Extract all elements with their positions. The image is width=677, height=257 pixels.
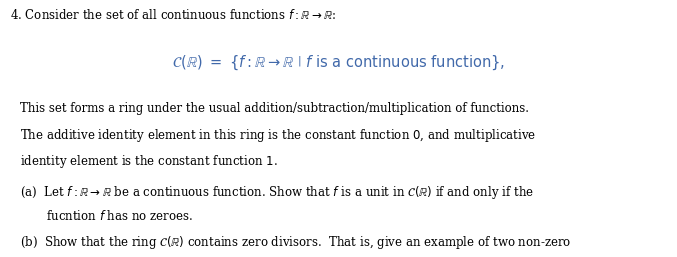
Text: This set forms a ring under the usual addition/subtraction/multiplication of fun: This set forms a ring under the usual ad… xyxy=(20,102,529,115)
Text: (a)  Let $f : \mathbb{R} \to \mathbb{R}$ be a continuous function. Show that $f$: (a) Let $f : \mathbb{R} \to \mathbb{R}$ … xyxy=(20,184,534,201)
Text: identity element is the constant function $1$.: identity element is the constant functio… xyxy=(20,153,278,170)
Text: fucntion $f$ has no zeroes.: fucntion $f$ has no zeroes. xyxy=(20,209,194,223)
Text: (b)  Show that the ring $\mathcal{C}(\mathbb{R})$ contains zero divisors.  That : (b) Show that the ring $\mathcal{C}(\mat… xyxy=(20,234,571,251)
Text: The additive identity element in this ring is the constant function $0$, and mul: The additive identity element in this ri… xyxy=(20,127,536,144)
Text: 4. Consider the set of all continuous functions $f : \mathbb{R} \to \mathbb{R}$:: 4. Consider the set of all continuous fu… xyxy=(10,8,336,22)
Text: $\mathcal{C}(\mathbb{R})\ =\ \left\{f : \mathbb{R} \to \mathbb{R}\ \middle|\ f\ : $\mathcal{C}(\mathbb{R})\ =\ \left\{f : … xyxy=(172,54,505,72)
